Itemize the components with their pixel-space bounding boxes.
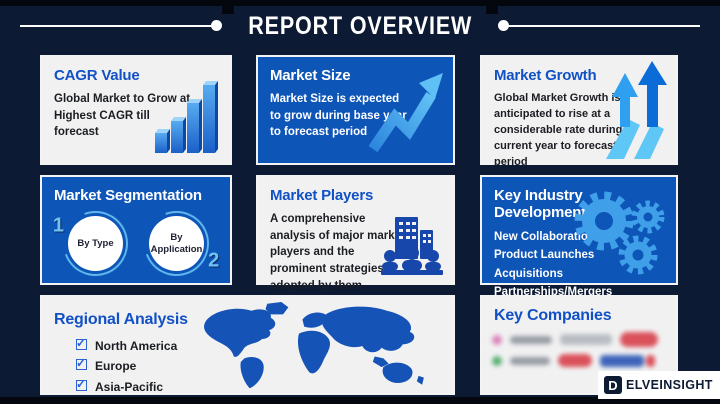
growth-arrow-icon bbox=[369, 73, 443, 153]
region-label: Asia-Pacific bbox=[95, 379, 164, 394]
blurred-logo bbox=[560, 334, 612, 345]
blurred-logo bbox=[620, 332, 658, 347]
delveinsight-logo-text: ELVEINSIGHT bbox=[626, 378, 713, 392]
cagr-body: Global Market to Grow at Highest CAGR ti… bbox=[54, 93, 191, 139]
segment-circle-type: 1 By Type bbox=[52, 200, 139, 287]
double-up-arrows-icon bbox=[606, 61, 667, 159]
page-title: REPORT OVERVIEW bbox=[248, 11, 472, 40]
title-rule-right bbox=[498, 20, 701, 31]
blurred-logo bbox=[510, 335, 552, 344]
checkbox-icon bbox=[76, 333, 87, 353]
delveinsight-logo: D ELVEINSIGHT bbox=[598, 371, 720, 399]
logo-row bbox=[492, 332, 666, 347]
blurred-logo-mark bbox=[492, 334, 502, 345]
segmentation-circles: 1 By Type By Application 2 bbox=[42, 200, 230, 287]
checkbox-icon bbox=[76, 353, 87, 374]
company-logos bbox=[492, 332, 666, 367]
rule-dot-right bbox=[498, 20, 510, 31]
market-size-title: Market Size bbox=[270, 67, 351, 84]
list-item: Product Launches bbox=[494, 249, 595, 262]
segment-label-application: By Application bbox=[149, 216, 204, 271]
list-item: New Collaborations bbox=[494, 231, 602, 243]
market-players-title: Market Players bbox=[270, 187, 374, 204]
market-players-body: A comprehensive analysis of major market… bbox=[270, 213, 405, 292]
region-label: Europe bbox=[95, 359, 137, 374]
region-item: Europe bbox=[76, 353, 453, 376]
card-market-size: Market Size Market Size is expected to g… bbox=[256, 55, 455, 165]
header: REPORT OVERVIEW bbox=[0, 11, 720, 41]
key-industry-title: Key Industry Development bbox=[494, 187, 586, 221]
card-key-companies: Key Companies bbox=[480, 295, 678, 395]
segment-number-1: 1 bbox=[53, 214, 65, 237]
region-item: North America bbox=[76, 333, 453, 356]
blurred-logo-mark bbox=[492, 355, 502, 366]
card-market-players: Market Players A comprehensive analysis … bbox=[256, 175, 455, 292]
key-companies-title: Key Companies bbox=[494, 307, 612, 324]
card-cagr-value: CAGR Value Global Market to Grow at High… bbox=[40, 55, 232, 165]
region-item: Asia-Pacific bbox=[76, 374, 453, 397]
top-notch-left bbox=[222, 6, 234, 14]
regional-title: Regional Analysis bbox=[54, 311, 188, 328]
world-map-icon bbox=[204, 302, 424, 389]
market-growth-body: Global Market Growth is anticipated to r… bbox=[494, 92, 623, 168]
title-rule-left bbox=[19, 20, 222, 31]
bar-chart-icon bbox=[155, 81, 218, 153]
blurred-logo bbox=[600, 354, 644, 367]
gears-icon bbox=[574, 191, 665, 275]
cagr-title: CAGR Value bbox=[54, 67, 140, 84]
region-list: North America Europe Asia-Pacific bbox=[76, 333, 453, 397]
rule-dot-left bbox=[210, 20, 222, 31]
card-market-segmentation: Market Segmentation 1 By Type By Applica… bbox=[40, 175, 232, 287]
card-market-growth: Market Growth Global Market Growth is an… bbox=[480, 55, 678, 168]
region-label: North America bbox=[95, 339, 178, 353]
top-notch-right bbox=[486, 6, 498, 14]
market-size-body: Market Size is expected to grow during b… bbox=[270, 93, 407, 139]
segment-circle-application: By Application 2 bbox=[133, 200, 220, 287]
buildings-people-icon bbox=[381, 217, 443, 275]
blurred-logo bbox=[646, 354, 655, 367]
segmentation-title: Market Segmentation bbox=[54, 187, 202, 204]
segment-number-2: 2 bbox=[208, 248, 220, 271]
market-growth-title: Market Growth bbox=[494, 67, 597, 84]
checkbox-icon bbox=[76, 374, 87, 394]
list-item: Acquisitions bbox=[494, 267, 564, 280]
card-key-industry-development: Key Industry Development New Collaborati… bbox=[480, 175, 678, 298]
blurred-logo bbox=[558, 354, 592, 367]
top-black-strip bbox=[0, 0, 720, 6]
blurred-logo bbox=[510, 356, 550, 365]
bottom-black-strip bbox=[0, 397, 720, 404]
segment-label-type: By Type bbox=[68, 216, 123, 271]
logo-row bbox=[492, 354, 666, 367]
delveinsight-d-icon: D bbox=[604, 376, 622, 394]
card-regional-analysis: Regional Analysis North America Europe A… bbox=[40, 295, 455, 395]
